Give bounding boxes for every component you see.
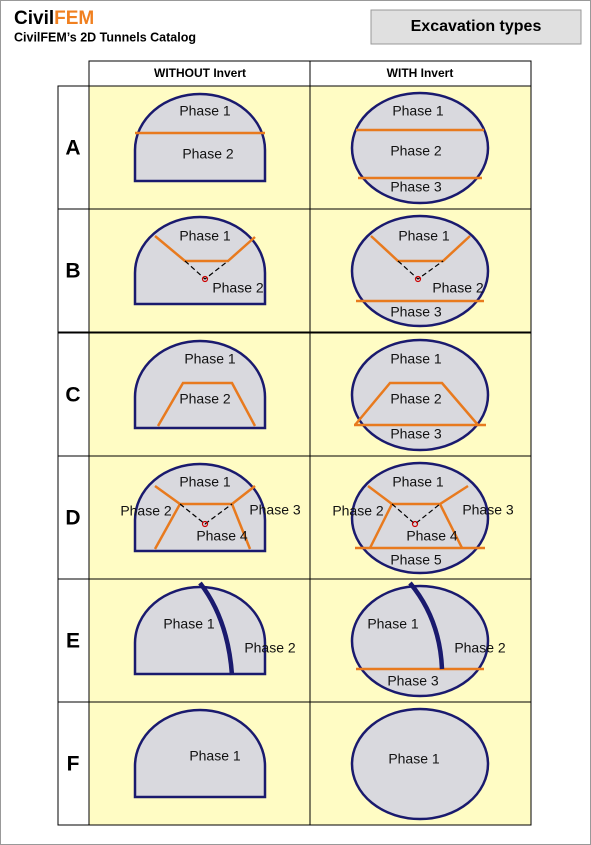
phase-label: Phase 2: [182, 146, 234, 162]
row-label-cell: [57, 455, 90, 580]
row-label: D: [65, 507, 80, 530]
phase-boundary: [367, 484, 469, 506]
phase-label: Phase 2: [390, 143, 442, 159]
phase-boundary: [354, 381, 479, 426]
phase-label: Phase 1: [179, 474, 231, 490]
dashed-guide: [184, 260, 229, 280]
phase-label: Phase 1: [392, 103, 444, 119]
phase-label: Phase 1: [179, 228, 231, 244]
phase-label: Phase 2: [332, 503, 384, 519]
tunnel-section: [350, 214, 490, 328]
brand-left: Civil: [14, 8, 54, 29]
dashed-guide: [179, 503, 233, 525]
phase-label: Phase 1: [179, 103, 231, 119]
subtitle: CivilFEM’s 2D Tunnels Catalog: [14, 30, 196, 44]
phase-label: Phase 4: [406, 528, 458, 544]
tunnel-section: [133, 708, 267, 799]
thick-boundary: [198, 581, 235, 676]
tunnel-section: [350, 338, 490, 452]
row-label: F: [67, 753, 80, 776]
phase-label: Phase 2: [432, 280, 484, 296]
row-label: E: [66, 630, 80, 653]
dashed-guide: [391, 503, 441, 525]
phase-boundary: [438, 503, 464, 549]
phase-label: Phase 5: [390, 552, 442, 568]
row-label: A: [65, 137, 80, 160]
phase-label: Phase 2: [390, 391, 442, 407]
phase-label: Phase 3: [390, 179, 442, 195]
phase-label: Phase 2: [454, 640, 506, 656]
phase-label: Phase 1: [398, 228, 450, 244]
phase-label: Phase 1: [388, 751, 440, 767]
phase-label: Phase 1: [163, 616, 215, 632]
tunnel-section: [133, 339, 267, 430]
phase-label: Phase 3: [387, 673, 439, 689]
tunnel-section: [350, 91, 490, 205]
tunnel-section: [350, 707, 490, 821]
phase-label: Phase 1: [184, 351, 236, 367]
phase-label: Phase 1: [189, 748, 241, 764]
thick-boundary: [408, 581, 445, 670]
phase-label: Phase 1: [367, 616, 419, 632]
row-label: B: [65, 260, 80, 283]
pin: [414, 275, 422, 283]
phase-label: Phase 2: [212, 280, 264, 296]
row-label: C: [65, 384, 80, 407]
phase-label: Phase 3: [390, 426, 442, 442]
phase-label: Phase 1: [392, 474, 444, 490]
phase-label: Phase 2: [179, 391, 231, 407]
pin: [411, 520, 419, 528]
phase-boundary: [230, 503, 252, 550]
tunnel-section: [350, 461, 490, 575]
phase-boundary: [368, 503, 394, 549]
title-box: [370, 9, 582, 45]
phase-label: Phase 1: [390, 351, 442, 367]
tunnel-section: [133, 462, 267, 553]
phase-label: Phase 2: [120, 503, 172, 519]
phase-label: Phase 3: [249, 502, 301, 518]
phase-boundary: [156, 381, 257, 427]
column-title: WITH Invert: [387, 66, 454, 80]
title: Excavation types: [411, 18, 542, 35]
row-label-cell: [57, 578, 90, 703]
phase-label: Phase 3: [462, 502, 514, 518]
brand: CivilFEM: [14, 8, 94, 29]
phase-label: Phase 3: [390, 304, 442, 320]
phase-label: Phase 2: [244, 640, 296, 656]
phase-boundary: [370, 235, 471, 263]
phase-boundary: [154, 235, 256, 263]
rows: A Phase 1 Phase 2 Phase 1 Phase 2 Phase 3 B Pha…: [57, 85, 532, 826]
phase-label: Phase 4: [196, 528, 248, 544]
column-title: WITHOUT Invert: [154, 66, 246, 80]
phase-boundary: [154, 484, 256, 506]
pin: [201, 520, 209, 528]
row-label-cell: [57, 208, 90, 333]
phase-boundary: [153, 503, 182, 550]
pin: [201, 275, 209, 283]
brand-right: FEM: [54, 8, 94, 29]
dashed-guide: [397, 260, 444, 280]
